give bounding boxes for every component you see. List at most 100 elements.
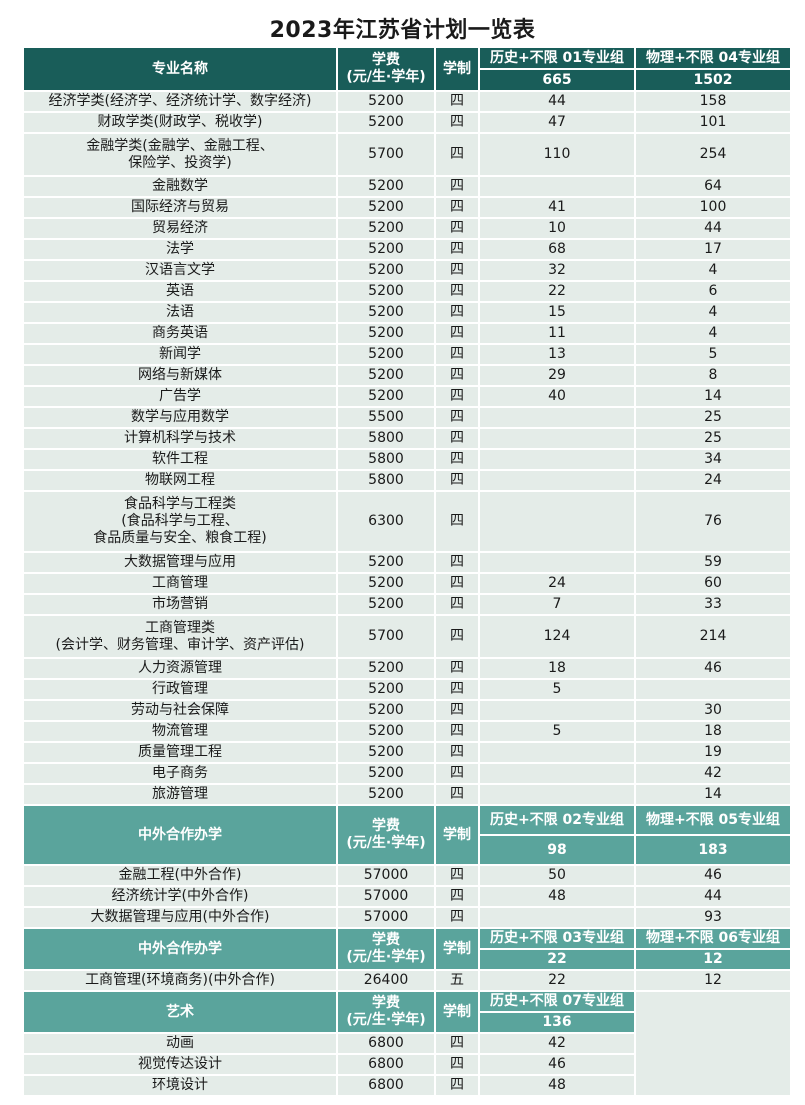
group-b-count-cell: 183 [636,836,790,864]
duration-header-cell: 学制 [436,48,478,90]
duration-cell: 五 [436,971,478,990]
group-b-quota-cell: 214 [636,616,790,657]
major-name-cell: 经济学类(经济学、经济统计学、数字经济) [24,92,336,111]
group-b-quota-cell [636,680,790,699]
group-a-quota-cell: 24 [480,574,634,593]
duration-cell: 四 [436,303,478,322]
group-b-quota-cell: 4 [636,261,790,280]
section-title-cell: 中外合作办学 [24,806,336,864]
fee-cell: 5200 [338,553,434,572]
group-a-quota-cell: 13 [480,345,634,364]
duration-cell: 四 [436,198,478,217]
group-b-quota-cell: 14 [636,785,790,804]
major-name-cell: 法语 [24,303,336,322]
duration-cell: 四 [436,134,478,175]
group-b-header-cell: 物理+不限 04专业组 [636,48,790,68]
fee-cell: 5200 [338,595,434,614]
group-a-quota-cell: 15 [480,303,634,322]
major-name-cell: 劳动与社会保障 [24,701,336,720]
group-b-quota-cell: 8 [636,366,790,385]
major-name-cell: 贸易经济 [24,219,336,238]
group-b-quota-cell: 93 [636,908,790,927]
group-a-quota-cell: 5 [480,680,634,699]
group-a-quota-cell: 41 [480,198,634,217]
major-name-cell: 大数据管理与应用 [24,553,336,572]
major-name-cell: 工商管理 [24,574,336,593]
group-b-quota-cell: 4 [636,324,790,343]
duration-cell: 四 [436,387,478,406]
major-name-cell: 行政管理 [24,680,336,699]
major-name-cell: 工商管理(环境商务)(中外合作) [24,971,336,990]
group-a-count-cell: 22 [480,950,634,969]
group-a-quota-cell: 48 [480,1076,634,1095]
group-a-quota-cell [480,743,634,762]
major-name-cell: 人力资源管理 [24,659,336,678]
duration-cell: 四 [436,1055,478,1074]
fee-cell: 5700 [338,616,434,657]
major-name-cell: 商务英语 [24,324,336,343]
group-a-quota-cell: 47 [480,113,634,132]
group-b-quota-cell: 18 [636,722,790,741]
group-b-count-cell: 12 [636,950,790,969]
fee-cell: 5200 [338,177,434,196]
group-a-quota-cell: 5 [480,722,634,741]
fee-cell: 6800 [338,1034,434,1053]
group-b-quota-cell: 44 [636,887,790,906]
duration-cell: 四 [436,471,478,490]
duration-cell: 四 [436,616,478,657]
major-name-cell: 市场营销 [24,595,336,614]
fee-cell: 5200 [338,303,434,322]
duration-cell: 四 [436,177,478,196]
group-a-quota-cell [480,701,634,720]
major-name-cell: 质量管理工程 [24,743,336,762]
fee-cell: 5200 [338,282,434,301]
duration-header-cell: 学制 [436,992,478,1032]
duration-cell: 四 [436,92,478,111]
duration-cell: 四 [436,282,478,301]
fee-cell: 6800 [338,1055,434,1074]
group-b-quota-cell: 46 [636,659,790,678]
art-empty-merged-cell [636,992,790,1095]
group-a-header-cell: 历史+不限 02专业组 [480,806,634,834]
group-b-header-cell: 物理+不限 06专业组 [636,929,790,948]
duration-cell: 四 [436,429,478,448]
duration-cell: 四 [436,492,478,551]
group-b-quota-cell: 24 [636,471,790,490]
major-name-cell: 环境设计 [24,1076,336,1095]
group-a-quota-cell: 124 [480,616,634,657]
fee-cell: 5200 [338,366,434,385]
fee-header-cell: 学费 (元/生·学年) [338,929,434,969]
group-b-quota-cell: 4 [636,303,790,322]
fee-cell: 5200 [338,198,434,217]
duration-header-cell: 学制 [436,806,478,864]
duration-header-cell: 学制 [436,929,478,969]
fee-cell: 6800 [338,1076,434,1095]
duration-cell: 四 [436,785,478,804]
duration-cell: 四 [436,743,478,762]
fee-cell: 5200 [338,92,434,111]
section-title-cell: 专业名称 [24,48,336,90]
group-a-header-cell: 历史+不限 07专业组 [480,992,634,1011]
fee-cell: 5200 [338,113,434,132]
group-a-header-cell: 历史+不限 01专业组 [480,48,634,68]
group-b-header-cell: 物理+不限 05专业组 [636,806,790,834]
group-a-quota-cell [480,471,634,490]
group-b-quota-cell: 12 [636,971,790,990]
duration-cell: 四 [436,345,478,364]
fee-header-cell: 学费 (元/生·学年) [338,806,434,864]
major-name-cell: 国际经济与贸易 [24,198,336,217]
major-name-cell: 计算机科学与技术 [24,429,336,448]
group-a-quota-cell: 42 [480,1034,634,1053]
major-name-cell: 法学 [24,240,336,259]
major-name-cell: 食品科学与工程类 (食品科学与工程、 食品质量与安全、粮食工程) [24,492,336,551]
duration-cell: 四 [436,887,478,906]
fee-cell: 5200 [338,219,434,238]
duration-cell: 四 [436,701,478,720]
group-a-quota-cell: 48 [480,887,634,906]
group-b-quota-cell: 76 [636,492,790,551]
group-b-quota-cell: 60 [636,574,790,593]
major-name-cell: 物联网工程 [24,471,336,490]
fee-cell: 5200 [338,574,434,593]
section-title-cell: 艺术 [24,992,336,1032]
group-a-quota-cell [480,764,634,783]
